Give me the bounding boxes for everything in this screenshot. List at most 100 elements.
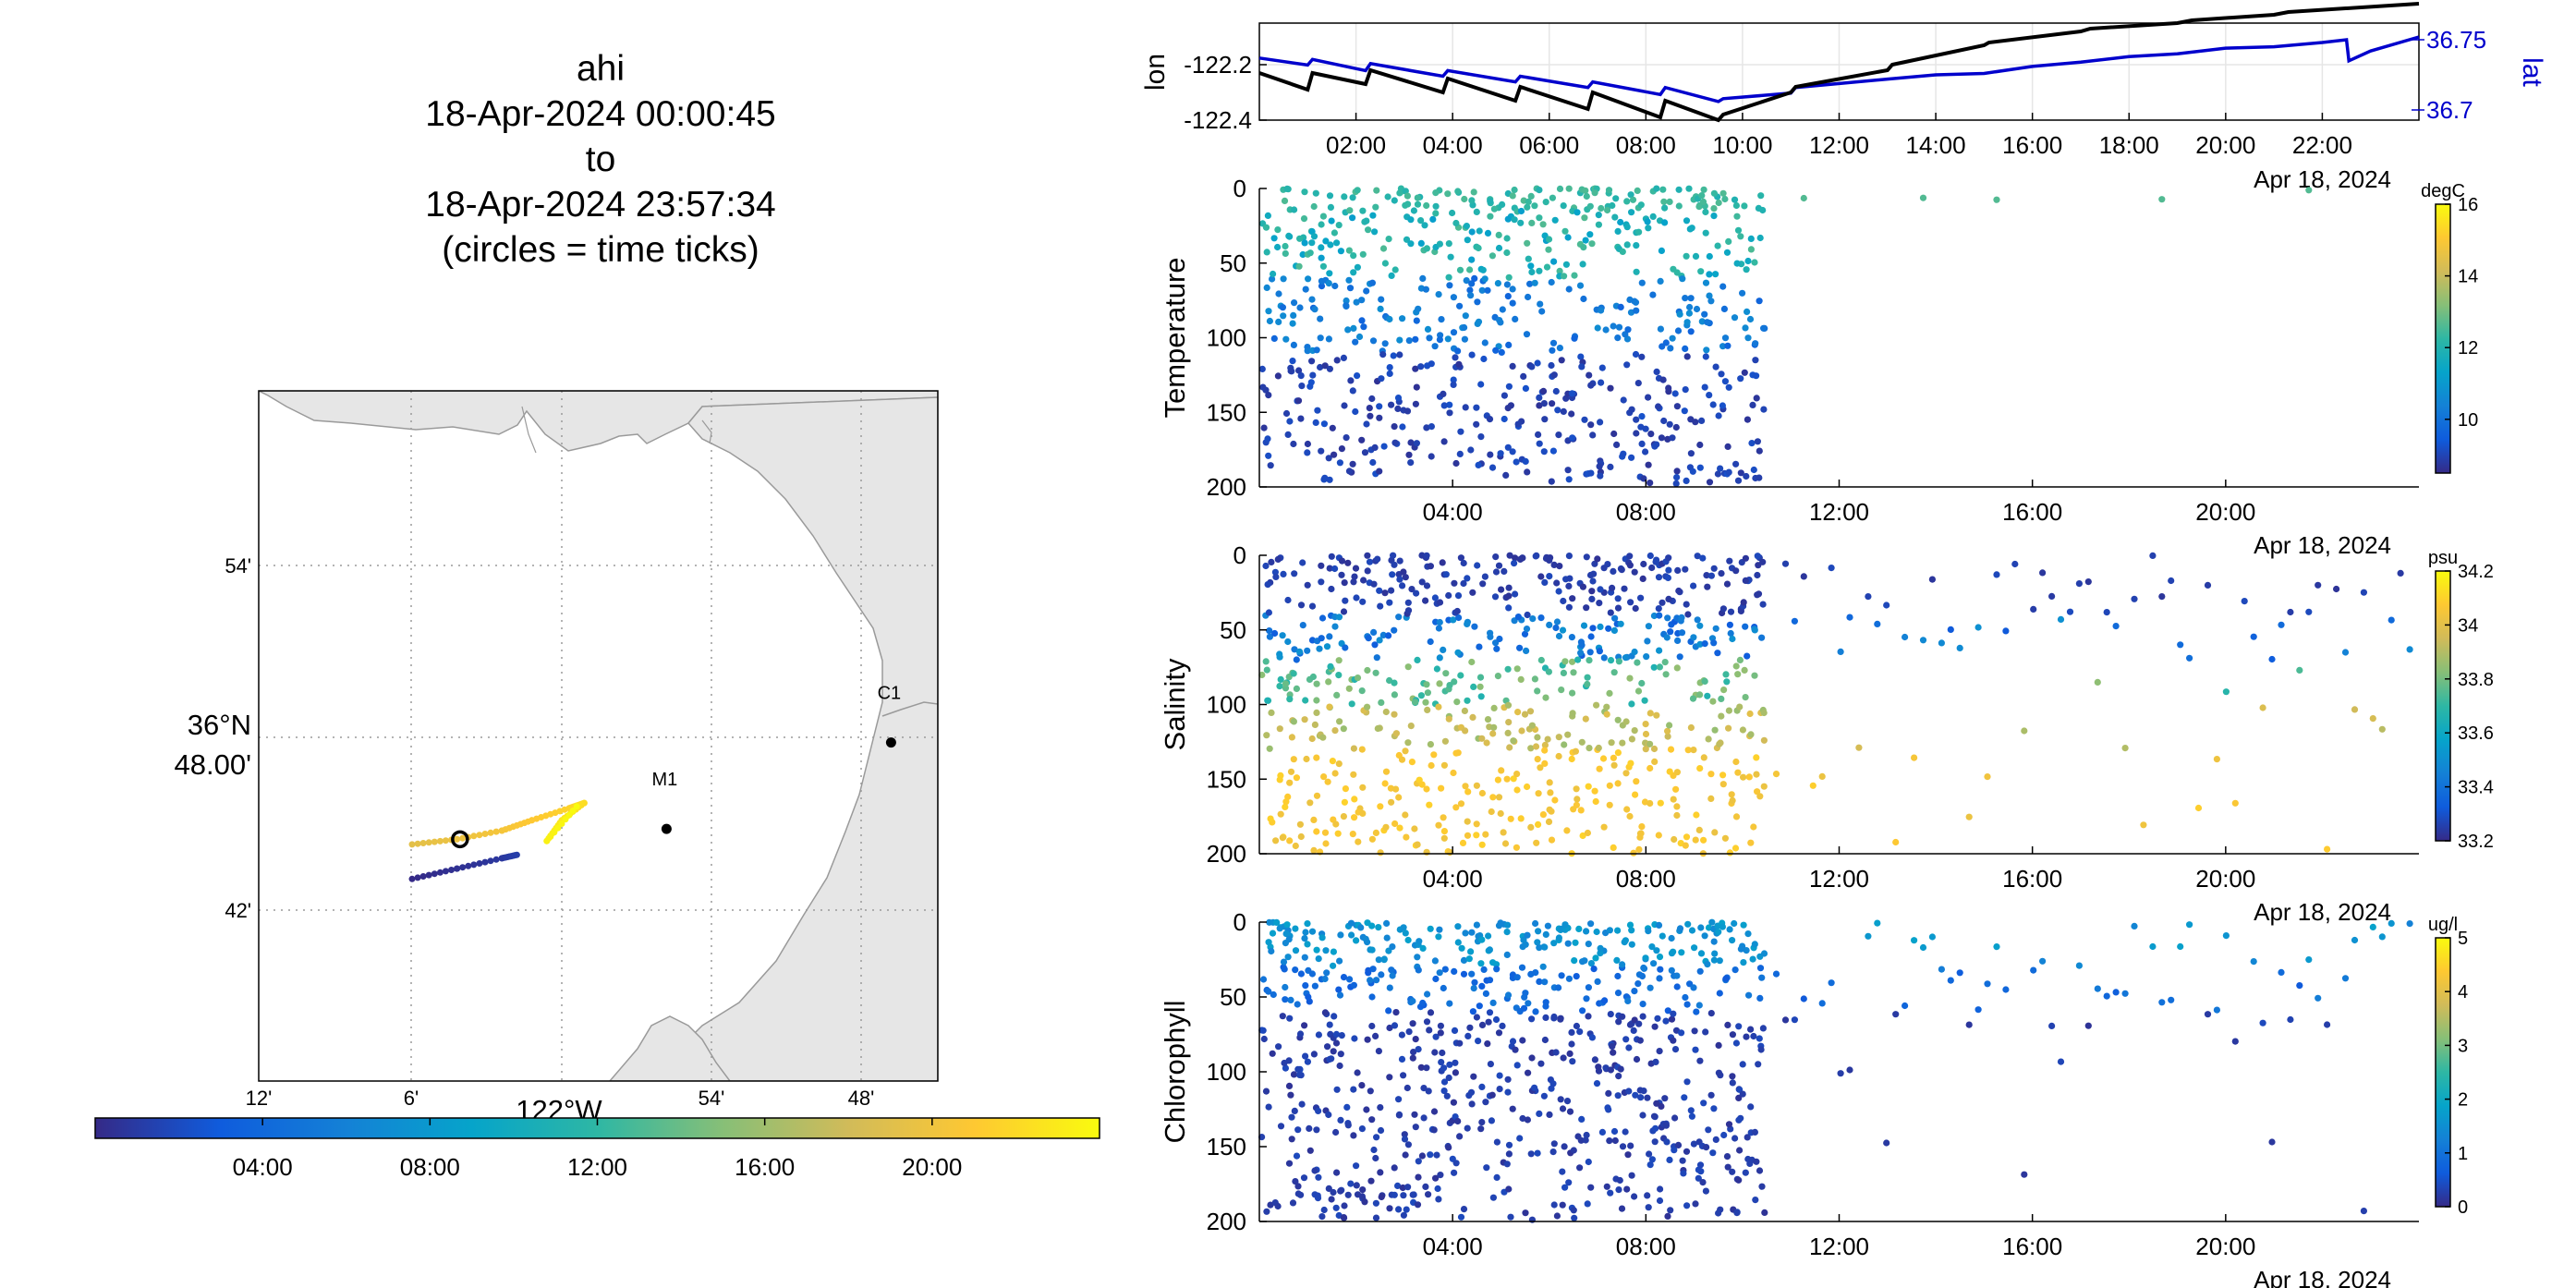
temperature-point <box>1340 354 1347 361</box>
temperature-point <box>1509 192 1516 200</box>
chlorophyll-point <box>1505 1185 1513 1193</box>
salinity-point <box>2406 646 2413 653</box>
title-line-end: 18-Apr-2024 23:57:34 <box>425 185 776 225</box>
salinity-point <box>1744 652 1751 660</box>
chlorophyll-point <box>2231 1038 2239 1045</box>
salinity-point <box>1683 833 1691 841</box>
salinity-point <box>1335 672 1343 679</box>
chlorophyll-point <box>1709 1149 1717 1157</box>
chlorophyll-point <box>1561 1184 1569 1191</box>
chlorophyll-point <box>1280 958 1288 966</box>
temperature-point <box>1659 186 1667 193</box>
chlorophyll-point <box>1524 931 1531 939</box>
chlorophyll-point <box>1445 1144 1452 1151</box>
salinity-point <box>1345 685 1353 692</box>
salinity-point <box>1521 630 1529 638</box>
chlorophyll-point <box>1568 1028 1575 1036</box>
salinity-point <box>1650 612 1658 620</box>
temperature-point <box>1549 400 1556 407</box>
temperature-point <box>1565 185 1573 192</box>
temperature-point <box>1598 307 1605 314</box>
temperature-point <box>1617 218 1624 226</box>
chlorophyll-point <box>1392 1009 1400 1016</box>
chlorophyll-point <box>1323 969 1331 977</box>
chlorophyll-point <box>1692 1200 1699 1208</box>
salinity-point <box>1379 631 1387 639</box>
temperature-point <box>1308 239 1316 247</box>
temperature-point <box>1446 401 1453 408</box>
chlorophyll-point <box>2378 933 2386 941</box>
salinity-point <box>2194 804 2203 812</box>
temperature-point <box>1558 357 1565 364</box>
track-point-pm <box>554 824 562 832</box>
temperature-point <box>1318 244 1325 251</box>
chlorophyll-point <box>1451 1169 1458 1176</box>
temperature-point <box>1457 428 1464 435</box>
salinity-point <box>1560 597 1567 605</box>
temperature-point <box>1361 449 1369 456</box>
temperature-point <box>1421 222 1428 229</box>
salinity-point <box>1442 670 1450 677</box>
chlorophyll-colorbar-tick-label: 1 <box>2458 1144 2468 1164</box>
chlorophyll-point <box>1550 940 1558 947</box>
chlorophyll-point <box>1646 1150 1653 1158</box>
chlorophyll-point <box>1482 990 1489 997</box>
map-frame <box>258 390 939 1082</box>
chlorophyll-point <box>1398 1055 1406 1063</box>
temperature-point <box>1692 252 1700 260</box>
salinity-point <box>1497 809 1504 818</box>
temperature-point <box>1346 285 1355 292</box>
temperature-point <box>1706 479 1714 486</box>
temperature-point <box>1682 386 1689 394</box>
salinity-point <box>1498 767 1505 774</box>
chlorophyll-point <box>1367 1177 1375 1185</box>
temperature-point <box>1683 319 1691 326</box>
salinity-point <box>1468 658 1476 666</box>
chlorophyll-point <box>1559 1105 1567 1112</box>
chlorophyll-point <box>1430 1108 1439 1115</box>
salinity-point <box>1364 567 1371 575</box>
salinity-point <box>1699 554 1707 562</box>
salinity-point <box>1665 554 1672 562</box>
salinity-point <box>1377 803 1384 810</box>
salinity-point <box>1673 803 1681 810</box>
chlorophyll-point <box>1495 1029 1503 1037</box>
chlorophyll-point <box>1435 933 1442 941</box>
salinity-point <box>2048 592 2056 601</box>
temperature-point <box>1274 243 1282 251</box>
chlorophyll-point <box>1423 1018 1431 1026</box>
chlorophyll-point <box>1436 926 1443 933</box>
temperature-point <box>1712 271 1719 278</box>
temperature-point <box>1610 430 1618 438</box>
temperature-point <box>1545 236 1553 243</box>
temperature-point <box>1725 383 1732 391</box>
salinity-point <box>1402 747 1409 755</box>
chlorophyll-point <box>1682 993 1689 1002</box>
salinity-point <box>1365 635 1372 642</box>
chlorophyll-point <box>1328 1055 1335 1063</box>
chlorophyll-point <box>1542 999 1549 1006</box>
salinity-point <box>1687 723 1695 732</box>
chlorophyll-point <box>1570 1147 1577 1154</box>
chlorophyll-point <box>1536 1110 1543 1117</box>
temperature-point <box>1757 192 1765 200</box>
salinity-point <box>1684 747 1692 754</box>
salinity-point <box>1366 558 1374 565</box>
temperature-point <box>1504 405 1512 412</box>
salinity-point <box>1293 774 1300 782</box>
temperature-point <box>1687 328 1695 335</box>
salinity-point <box>1506 552 1513 559</box>
temperature-point <box>1531 202 1538 210</box>
chlorophyll-point <box>1630 1027 1637 1034</box>
temperature-point <box>1415 305 1422 312</box>
chlorophyll-point <box>1528 1015 1536 1023</box>
chlorophyll-point <box>1731 919 1738 928</box>
temperature-point <box>1919 194 1927 201</box>
temperature-point <box>1545 246 1552 253</box>
salinity-point <box>1578 641 1586 649</box>
chlorophyll-point <box>1729 1168 1736 1175</box>
salinity-point <box>1453 699 1461 706</box>
chlorophyll-point <box>1636 1037 1644 1044</box>
track-point-am <box>487 857 494 865</box>
salinity-point <box>1722 671 1730 678</box>
